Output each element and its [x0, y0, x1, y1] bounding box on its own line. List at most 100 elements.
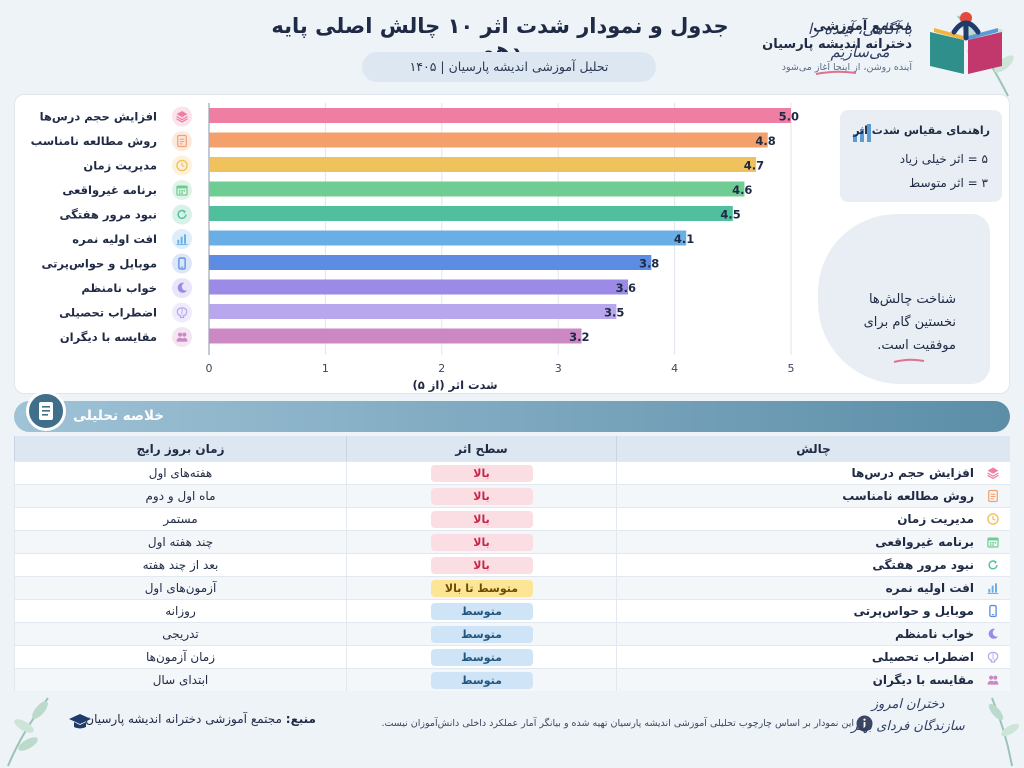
category-label: موبایل و حواس‌پرتی [42, 257, 157, 272]
bar [209, 230, 687, 246]
level-cell: متوسط [346, 668, 616, 691]
x-axis-title: شدت اثر (از ۵) [412, 378, 497, 392]
table-row: موبایل و حواس‌پرتی متوسط روزانه [14, 599, 1010, 622]
category-label: برنامه غیرواقعی [62, 183, 157, 198]
level-cell: بالا [346, 484, 616, 507]
column-header-level: سطح اثر [346, 436, 616, 461]
header-tagline: با آگاهی، آینده را می‌سازیم [807, 20, 913, 61]
time-cell: روزانه [14, 599, 346, 622]
leaf-decoration-bottom-left [7, 697, 49, 767]
people-icon [176, 332, 188, 342]
bar-chart-icon [984, 579, 1002, 597]
x-tick-label: 2 [438, 362, 445, 375]
bar-chart-icon [853, 124, 871, 142]
quote-underline [893, 358, 925, 363]
time-cell: ابتدای سال [14, 668, 346, 691]
mobile-icon [984, 602, 1002, 620]
time-cell: مستمر [14, 507, 346, 530]
challenge-label: موبایل و حواس‌پرتی [853, 604, 974, 618]
time-cell: بعد از چند هفته [14, 553, 346, 576]
bar [209, 206, 733, 221]
org-tagline: آینده روشن، از اینجا آغاز می‌شود [781, 62, 912, 73]
graduation-cap-icon [69, 714, 91, 729]
footer-slogan: دختران امروز سازندگان فردای بهتر [851, 697, 965, 734]
legend-mid-entry: ۳ = اثر متوسط [909, 176, 988, 190]
quote-box: شناخت چالش‌ها نخستین گام برای موفقیت است… [818, 214, 990, 384]
refresh-icon [984, 556, 1002, 574]
level-cell: متوسط تا بالا [346, 576, 616, 599]
category-label: خواب نامنظم [81, 281, 157, 296]
table-row: افزایش حجم درس‌ها بالا هفته‌های اول [14, 461, 1010, 484]
time-cell: هفته‌های اول [14, 461, 346, 484]
challenge-cell: خواب نامنظم [616, 622, 1010, 645]
source-value: مجتمع آموزشی دخترانه اندیشه پارسیان [85, 712, 282, 726]
brain-icon [984, 648, 1002, 666]
bar [209, 279, 629, 295]
table-row: روش مطالعه نامناسب بالا ماه اول و دوم [14, 484, 1010, 507]
challenge-label: نبود مرور هفتگی [872, 558, 974, 572]
category-label: افت اولیه نمره [72, 232, 157, 247]
x-tick-label: 4 [671, 362, 678, 375]
challenge-label: افزایش حجم درس‌ها [851, 466, 974, 480]
footer-source: منبع: مجتمع آموزشی دخترانه اندیشه پارسیا… [85, 712, 316, 726]
bar [209, 304, 617, 319]
challenge-label: روش مطالعه نامناسب [842, 489, 974, 503]
challenge-label: مدیریت زمان [897, 512, 974, 526]
time-cell: آزمون‌های اول [14, 576, 346, 599]
table-row: خواب نامنظم متوسط تدریجی [14, 622, 1010, 645]
x-tick-label: 1 [322, 362, 329, 375]
level-badge: متوسط [430, 625, 533, 643]
bar-value-label: 3.5 [604, 306, 624, 320]
challenge-label: اضطراب تحصیلی [871, 650, 974, 664]
challenge-cell: روش مطالعه نامناسب [616, 484, 1010, 507]
category-icon-bg [172, 204, 192, 225]
summary-title: خلاصه تحلیلی [73, 408, 164, 424]
calendar-icon [176, 185, 188, 196]
category-label: روش مطالعه نامناسب [31, 134, 157, 149]
challenge-cell: افزایش حجم درس‌ها [616, 461, 1010, 484]
level-badge: بالا [430, 533, 533, 551]
category-label: نبود مرور هفتگی [60, 208, 157, 223]
category-icon-bg [172, 253, 192, 274]
summary-header: خلاصه تحلیلی [14, 401, 1010, 432]
challenge-cell: نبود مرور هفتگی [616, 553, 1010, 576]
legend-title: راهنمای مقیاس شدت اثر [853, 124, 990, 137]
moon-icon [984, 625, 1002, 643]
document-icon [177, 134, 187, 148]
quote-text: شناخت چالش‌ها نخستین گام برای موفقیت است… [863, 292, 956, 353]
bar-value-label: 3.2 [569, 330, 589, 344]
bar [209, 108, 791, 123]
column-header-time: زمان بروز رایج [14, 436, 346, 461]
level-badge: متوسط [430, 671, 533, 689]
level-badge: متوسط [430, 648, 533, 666]
scale-legend: راهنمای مقیاس شدت اثر ۵ = اثر خیلی زیاد … [840, 110, 1002, 202]
level-badge: متوسط [430, 602, 533, 620]
category-icon-bg [172, 327, 192, 347]
level-cell: متوسط [346, 599, 616, 622]
challenge-label: برنامه غیرواقعی [875, 535, 974, 549]
level-badge: متوسط تا بالا [430, 579, 533, 597]
bar-chart: 0 1 2 3 4 5 شدت اثر (از ۵) 5.0 افزایش حجم درس‌ها… [31, 103, 799, 392]
logo: مجتمع آموزشی دخترانه اندیشه پارسیان آیند… [758, 6, 1008, 84]
table-header-row: چالش سطح اثر زمان بروز رایج [14, 436, 1010, 461]
time-cell: ماه اول و دوم [14, 484, 346, 507]
bar [209, 181, 745, 197]
tagline-underline [815, 70, 857, 75]
level-badge: بالا [430, 487, 533, 505]
time-cell: زمان آزمون‌ها [14, 645, 346, 668]
bar-value-label: 4.1 [674, 232, 694, 246]
challenge-cell: برنامه غیرواقعی [616, 530, 1010, 553]
mobile-icon [178, 257, 186, 270]
x-tick-label: 3 [555, 362, 562, 375]
category-label: افزایش حجم درس‌ها [40, 110, 157, 124]
bar-value-label: 4.7 [744, 159, 764, 173]
level-cell: بالا [346, 530, 616, 553]
table-row: اضطراب تحصیلی متوسط زمان آزمون‌ها [14, 645, 1010, 668]
level-cell: بالا [346, 553, 616, 576]
table-row: مقایسه با دیگران متوسط ابتدای سال [14, 668, 1010, 691]
level-badge: بالا [430, 464, 533, 482]
level-badge: بالا [430, 556, 533, 574]
footer-note: این نمودار بر اساس چارچوب تحلیلی آموزشی … [381, 718, 854, 729]
clock-icon [984, 510, 1002, 528]
bar-value-label: 4.6 [732, 183, 752, 197]
